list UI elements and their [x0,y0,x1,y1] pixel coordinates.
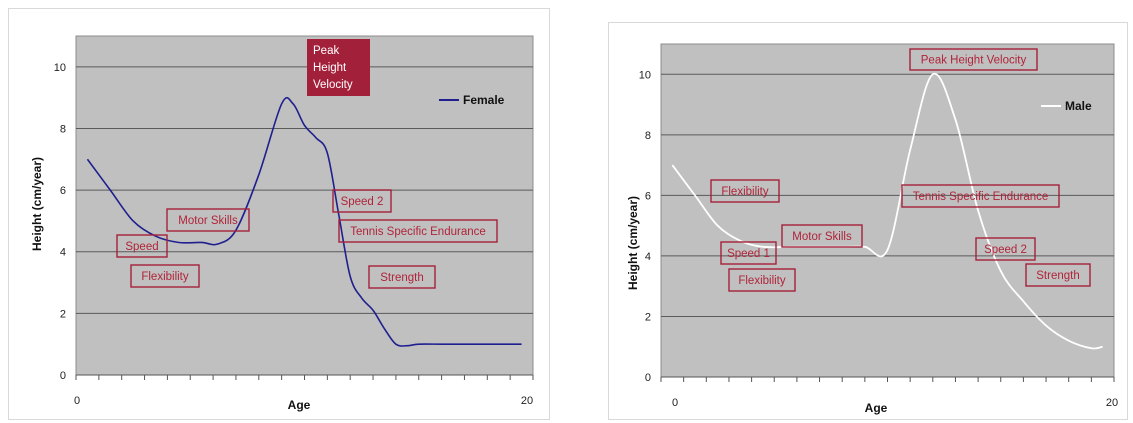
annotation-label: Speed 1 [727,248,770,260]
male-chart-panel: 0 2 4 6 8 10 0 20 Age Height (cm/year) Male Peak He… [608,22,1128,420]
y-tick-label: 6 [60,185,66,197]
y-tick-label: 6 [645,190,651,202]
annotation-label: Flexibility [141,271,189,283]
annotation-box [130,264,200,288]
annotation-label: Motor Skills [178,215,238,227]
annotation-box [332,189,392,213]
annotation-label: Peak [313,45,339,57]
annotation-box [710,179,780,203]
annotation-label: Tennis Specific Endurance [913,191,1049,203]
y-tick-label: 2 [60,308,66,320]
x-axis-title: Age [865,401,888,415]
annotation-label: Motor Skills [792,231,852,243]
annotation-label: Speed [125,241,158,253]
annotation-label: Strength [380,272,423,284]
annotation-label: Velocity [313,79,353,91]
annotation-label: Speed 2 [341,196,384,208]
legend-label: Male [1065,99,1092,113]
female-chart-panel: 0 2 4 6 8 10 0 20 Age Height (cm/year) Female Peak H… [8,8,550,420]
annotation-box [116,234,168,258]
y-tick-label: 0 [60,370,66,382]
plot-area [660,43,1115,378]
annotation-label: Strength [1036,270,1079,282]
y-tick-label: 10 [54,62,66,74]
y-tick-label: 4 [645,251,651,263]
annotation-box [338,219,498,243]
annotation-box-filled [307,39,370,96]
x-tick-label: 0 [74,395,80,407]
y-tick-label: 4 [60,247,66,259]
annotation-box [166,208,250,232]
male-chart: 0 2 4 6 8 10 0 20 Age Height (cm/year) Male Peak He… [626,43,1118,415]
series-line-male [671,72,1103,350]
x-tick-label: 20 [1106,397,1118,409]
annotation-label: Speed 2 [984,244,1027,256]
annotation-box [781,224,863,248]
annotation-label: Height [313,62,347,74]
annotation-box [368,265,436,289]
series-line-female [86,96,522,347]
legend-label: Female [463,93,505,107]
annotation-box [728,268,796,292]
annotation-box [975,237,1036,261]
annotation-label: Flexibility [738,275,786,287]
y-axis-title: Height (cm/year) [626,196,640,290]
y-axis-title: Height (cm/year) [30,157,44,251]
annotation-label: Flexibility [721,186,769,198]
annotation-box [1025,263,1091,287]
annotation-label: Peak Height Velocity [921,55,1027,67]
x-tick-label: 20 [521,395,533,407]
x-tick-label: 0 [672,397,678,409]
y-tick-label: 2 [645,311,651,323]
female-chart: 0 2 4 6 8 10 0 20 Age Height (cm/year) Female Peak H… [30,35,534,412]
annotation-box [901,184,1060,208]
y-tick-label: 8 [60,123,66,135]
annotation-label: Tennis Specific Endurance [350,226,486,238]
y-tick-label: 0 [645,372,651,384]
annotation-box [720,241,777,265]
y-tick-label: 10 [639,69,651,81]
annotation-box [909,48,1038,71]
x-axis-title: Age [288,398,311,412]
y-tick-label: 8 [645,130,651,142]
plot-area [75,35,534,376]
